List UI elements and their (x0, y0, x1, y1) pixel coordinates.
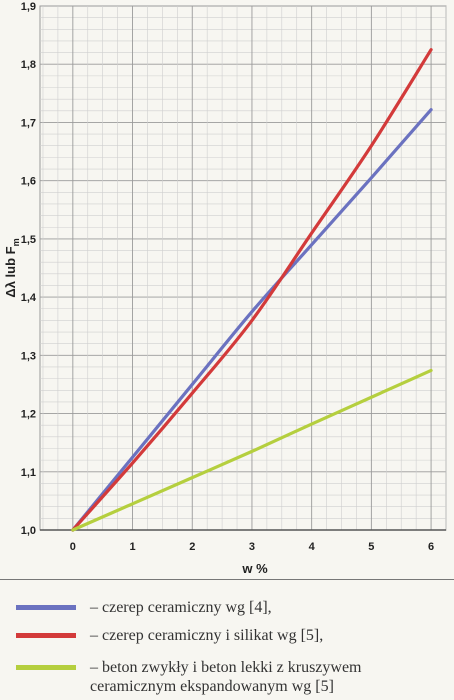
x-tick-label: 6 (428, 541, 434, 553)
series-line-2 (71, 48, 433, 532)
legend-label-1: – czerep ceramiczny wg [4], (90, 599, 272, 616)
x-tick-label: 4 (309, 541, 316, 553)
legend: – czerep ceramiczny wg [4], – czerep cer… (0, 579, 454, 695)
series-layer (71, 48, 433, 532)
y-axis-title-main: Δλ lub F (3, 246, 18, 297)
y-tick-label: 1,9 (21, 1, 36, 13)
x-tick-label: 0 (70, 541, 76, 553)
y-tick-label: 1,1 (21, 467, 36, 479)
grid (40, 5, 447, 531)
legend-label-2: – czerep ceramiczny i silikat wg [5], (90, 627, 324, 644)
x-tick-label: 1 (129, 541, 135, 553)
ticks: 1,0 1,1 1,2 1,3 1,4 1,5 1,6 1,7 1,8 1,9 0 1 2 3 4 5 6 (21, 1, 434, 553)
series-line-3 (71, 368, 433, 532)
plot-area (39, 5, 447, 531)
y-tick-label: 1,0 (21, 525, 36, 537)
legend-swatch-1 (16, 605, 76, 610)
legend-swatch-2 (16, 633, 76, 638)
y-tick-label: 1,5 (21, 234, 36, 246)
y-tick-label: 1,4 (21, 292, 37, 304)
y-tick-label: 1,6 (21, 176, 36, 188)
legend-label-3: – beton zwykły i beton lekki z kruszywem… (90, 659, 362, 695)
y-tick-label: 1,8 (21, 59, 36, 71)
x-tick-label: 2 (189, 541, 195, 553)
x-axis-title: w % (241, 561, 268, 576)
chart: 1,0 1,1 1,2 1,3 1,4 1,5 1,6 1,7 1,8 1,9 0 1 2 3 4 5 6 w … (3, 1, 447, 576)
x-tick-label: 5 (368, 541, 374, 553)
y-tick-label: 1,3 (21, 350, 36, 362)
series-line-1 (71, 108, 433, 532)
legend-swatch-3 (16, 665, 76, 670)
y-axis-title-subscript: m (11, 238, 21, 246)
x-tick-label: 3 (249, 541, 255, 553)
y-axis-title: Δλ lub Fm (3, 238, 21, 297)
y-tick-label: 1,7 (21, 117, 36, 129)
y-tick-label: 1,2 (21, 409, 36, 421)
